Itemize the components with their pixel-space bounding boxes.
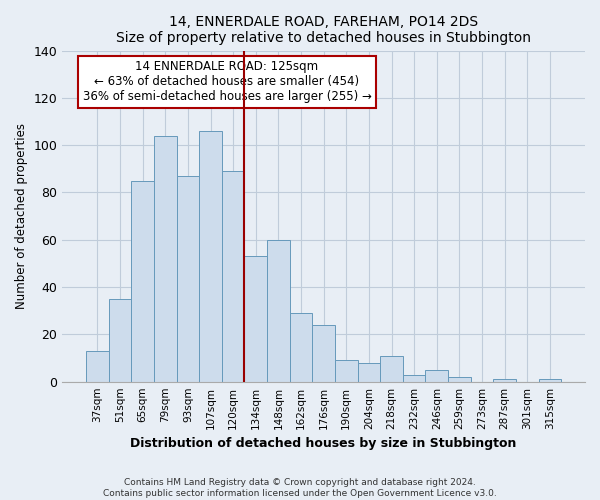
Bar bbox=[244, 256, 267, 382]
Y-axis label: Number of detached properties: Number of detached properties bbox=[15, 123, 28, 309]
Bar bbox=[267, 240, 290, 382]
Bar bbox=[109, 299, 131, 382]
Bar bbox=[358, 363, 380, 382]
Bar bbox=[335, 360, 358, 382]
Bar bbox=[539, 380, 561, 382]
Bar bbox=[154, 136, 176, 382]
X-axis label: Distribution of detached houses by size in Stubbington: Distribution of detached houses by size … bbox=[130, 437, 517, 450]
Bar bbox=[425, 370, 448, 382]
Bar bbox=[313, 325, 335, 382]
Text: 14 ENNERDALE ROAD: 125sqm
← 63% of detached houses are smaller (454)
36% of semi: 14 ENNERDALE ROAD: 125sqm ← 63% of detac… bbox=[83, 60, 371, 104]
Bar bbox=[199, 131, 222, 382]
Bar bbox=[403, 374, 425, 382]
Bar bbox=[86, 351, 109, 382]
Bar bbox=[176, 176, 199, 382]
Bar bbox=[448, 377, 471, 382]
Bar bbox=[290, 313, 313, 382]
Bar bbox=[131, 180, 154, 382]
Bar bbox=[222, 171, 244, 382]
Bar bbox=[380, 356, 403, 382]
Bar bbox=[493, 380, 516, 382]
Text: Contains HM Land Registry data © Crown copyright and database right 2024.
Contai: Contains HM Land Registry data © Crown c… bbox=[103, 478, 497, 498]
Title: 14, ENNERDALE ROAD, FAREHAM, PO14 2DS
Size of property relative to detached hous: 14, ENNERDALE ROAD, FAREHAM, PO14 2DS Si… bbox=[116, 15, 531, 45]
